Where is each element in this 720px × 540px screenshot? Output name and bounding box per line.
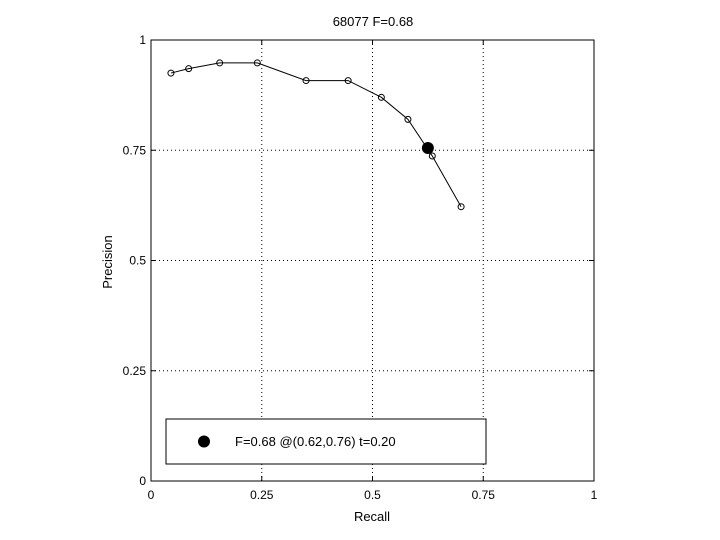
legend-box [165, 418, 487, 465]
y-tick-label: 0 [139, 474, 146, 488]
axis-ticks: 0 0.25 0.5 0.75 1 0 0.25 0.5 0.75 1 [123, 33, 598, 502]
y-axis-label: Precision [100, 235, 115, 288]
y-tick-label: 0.75 [123, 143, 147, 157]
data-point [428, 152, 436, 160]
data-point [377, 93, 385, 101]
legend: F=0.68 @(0.62,0.76) t=0.20 [165, 418, 487, 465]
grid-lines [151, 40, 594, 481]
x-tick-label: 0.75 [472, 488, 496, 502]
x-axis-label: Recall [354, 509, 390, 524]
data-point [216, 59, 224, 67]
data-point [302, 77, 310, 85]
y-tick-label: 0.5 [129, 254, 146, 268]
x-tick-label: 0 [148, 488, 155, 502]
y-tick-label: 0.25 [123, 364, 147, 378]
data-point [344, 77, 352, 85]
data-series [167, 59, 465, 211]
x-tick-label: 0.5 [364, 488, 381, 502]
data-point [404, 115, 412, 123]
x-tick-label: 0.25 [250, 488, 274, 502]
series-line [170, 62, 462, 207]
chart-title: 68077 F=0.68 [333, 14, 414, 29]
data-point [185, 65, 193, 73]
best-f-point [421, 142, 434, 155]
legend-entry-label: F=0.68 @(0.62,0.76) t=0.20 [235, 434, 396, 449]
legend-marker [198, 435, 210, 448]
data-point [167, 69, 175, 77]
data-point [253, 59, 261, 67]
data-point [457, 203, 465, 211]
y-tick-label: 1 [139, 33, 146, 47]
x-tick-label: 1 [591, 488, 598, 502]
